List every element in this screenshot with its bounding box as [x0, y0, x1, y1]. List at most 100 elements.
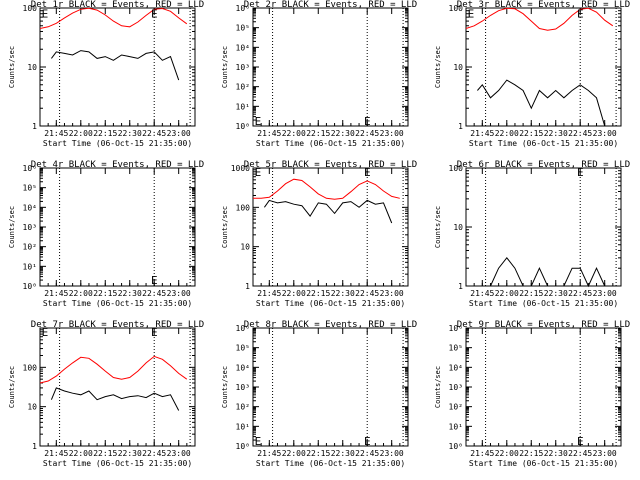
lld-series-line: [39, 355, 188, 384]
x-tick-label: 22:45: [355, 449, 379, 458]
x-tick-label: 23:00: [167, 289, 191, 298]
y-tick-label: 10: [27, 63, 37, 72]
x-axis-label: Start Time (06-Oct-15 21:35:00): [469, 299, 618, 308]
y-axis-label: Counts/sec: [8, 206, 16, 248]
y-tick-label: 10⁶: [236, 324, 250, 333]
plot-frame: [252, 7, 409, 127]
panel-det-3: Det 3r BLACK = Events, RED = LLD 1 10 100 21…: [434, 0, 630, 148]
x-tick-label: 21:45: [470, 289, 494, 298]
x-tick-label: 22:45: [568, 289, 592, 298]
event-marker-e: E: [577, 8, 584, 21]
y-tick-label: 1: [32, 442, 37, 451]
y-tick-label: 10¹: [23, 262, 37, 271]
x-tick-label: 22:15: [93, 129, 117, 138]
y-axis-label: Counts/sec: [221, 46, 229, 88]
y-tick-label: 10: [27, 403, 37, 412]
x-tick-label: 22:30: [331, 289, 355, 298]
y-tick-label: 100: [236, 203, 251, 212]
x-tick-label: 22:30: [118, 129, 142, 138]
y-tick-label: 100: [23, 363, 38, 372]
x-tick-label: 22:00: [69, 129, 93, 138]
x-tick-label: 22:30: [544, 129, 568, 138]
y-tick-label: 10²: [236, 83, 250, 92]
event-marker-e: E: [151, 274, 158, 287]
x-tick-label: 21:45: [44, 289, 68, 298]
x-tick-label: 21:45: [257, 129, 281, 138]
x-tick-label: 22:00: [69, 289, 93, 298]
panel-title: Det 6r BLACK = Events, RED = LLD: [457, 160, 630, 170]
x-tick-label: 23:00: [593, 289, 617, 298]
y-tick-label: 100: [449, 4, 464, 13]
x-tick-label: 23:00: [167, 129, 191, 138]
x-tick-label: 21:45: [257, 289, 281, 298]
y-tick-label: 10⁴: [23, 203, 37, 212]
y-tick-label: 10⁴: [449, 363, 463, 372]
x-tick-label: 22:00: [495, 129, 519, 138]
x-tick-label: 21:45: [470, 449, 494, 458]
y-tick-label: 10²: [236, 403, 250, 412]
x-tick-label: 22:15: [306, 449, 330, 458]
panel-title: Det 1r BLACK = Events, RED = LLD: [31, 0, 204, 10]
x-tick-label: 22:30: [331, 449, 355, 458]
plot-frame: [39, 7, 196, 127]
panel-title: Det 3r BLACK = Events, RED = LLD: [457, 0, 630, 10]
y-axis-label: Counts/sec: [221, 366, 229, 408]
y-tick-label: 10: [240, 243, 250, 252]
y-tick-label: 10⁰: [236, 442, 250, 451]
x-axis-label: Start Time (06-Oct-15 21:35:00): [256, 139, 405, 148]
lld-series-line: [39, 7, 188, 29]
x-tick-label: 22:00: [282, 129, 306, 138]
panel-title: Det 7r BLACK = Events, RED = LLD: [31, 320, 204, 330]
events-series-line: [477, 79, 606, 127]
x-tick-label: 22:45: [142, 289, 166, 298]
x-tick-label: 23:00: [593, 129, 617, 138]
x-tick-label: 23:00: [380, 129, 404, 138]
x-tick-label: 21:45: [44, 129, 68, 138]
x-tick-label: 22:30: [544, 289, 568, 298]
x-tick-label: 22:15: [519, 129, 543, 138]
y-tick-label: 1: [32, 122, 37, 131]
event-marker-e: E: [42, 326, 49, 339]
y-tick-label: 10⁰: [23, 282, 37, 291]
event-marker-e: E: [255, 115, 262, 128]
x-tick-label: 22:00: [495, 289, 519, 298]
x-tick-label: 22:30: [544, 449, 568, 458]
events-series-line: [50, 387, 180, 411]
plot-frame: [252, 327, 409, 447]
plot-frame: [252, 167, 409, 287]
x-tick-label: 22:30: [118, 449, 142, 458]
y-tick-label: 10⁵: [449, 344, 463, 353]
panel-det-7: Det 7r BLACK = Events, RED = LLD 1 10 100 21…: [8, 320, 204, 468]
event-marker-e: E: [577, 435, 584, 448]
y-tick-label: 10⁶: [23, 164, 37, 173]
x-tick-label: 22:15: [519, 289, 543, 298]
event-marker-e: E: [42, 8, 49, 21]
y-axis-label: Counts/sec: [8, 46, 16, 88]
panel-title: Det 2r BLACK = Events, RED = LLD: [244, 0, 417, 10]
x-axis-label: Start Time (06-Oct-15 21:35:00): [43, 299, 192, 308]
event-marker-e: E: [255, 435, 262, 448]
y-tick-label: 10⁴: [236, 43, 250, 52]
x-tick-label: 22:45: [142, 129, 166, 138]
y-tick-label: 10³: [449, 383, 463, 392]
panel-det-8: Det 8r BLACK = Events, RED = LLD 10⁰ 10¹ 10…: [221, 320, 417, 468]
y-axis-label: Counts/sec: [8, 366, 16, 408]
event-marker-e: E: [468, 8, 475, 21]
y-axis-label: Counts/sec: [434, 46, 442, 88]
plot-frame: [465, 7, 622, 127]
x-tick-label: 22:15: [93, 449, 117, 458]
panel-det-9: Det 9r BLACK = Events, RED = LLD 10⁰ 10¹ 10…: [434, 320, 630, 468]
events-series-line: [490, 256, 606, 288]
panel-det-6: Det 6r BLACK = Events, RED = LLD 1 10 100 21…: [434, 160, 630, 308]
events-series-line: [51, 50, 180, 81]
y-tick-label: 10⁵: [236, 24, 250, 33]
y-tick-label: 1: [245, 282, 250, 291]
y-axis-label: Counts/sec: [434, 206, 442, 248]
x-tick-label: 21:45: [257, 449, 281, 458]
panel-det-1: Det 1r BLACK = Events, RED = LLD 1 10 100 21…: [8, 0, 204, 148]
x-axis-label: Start Time (06-Oct-15 21:35:00): [256, 299, 405, 308]
plot-frame: [465, 327, 622, 447]
y-tick-label: 100: [449, 164, 464, 173]
y-tick-label: 10⁰: [449, 442, 463, 451]
event-marker-e: E: [364, 166, 371, 179]
